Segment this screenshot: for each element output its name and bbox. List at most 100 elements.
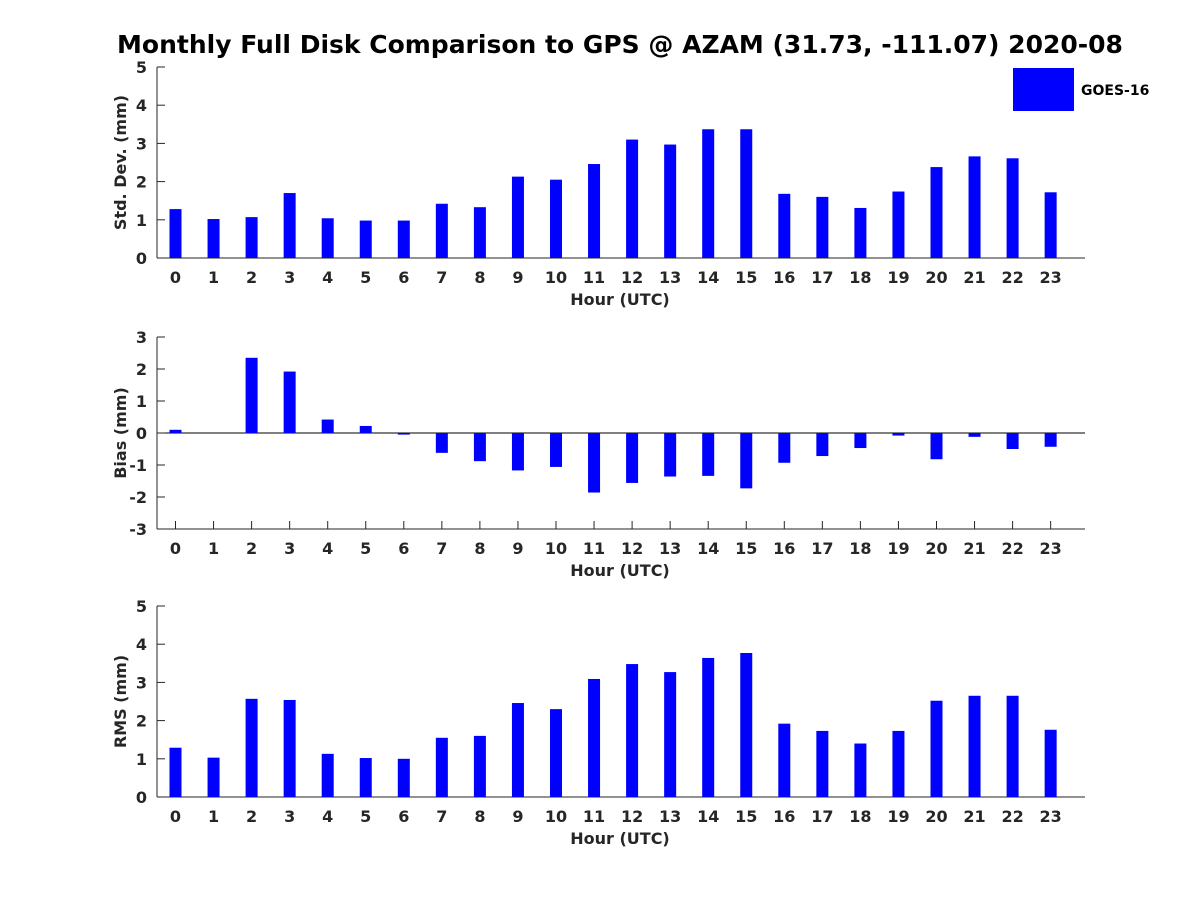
x-tick-label: 23 (1040, 807, 1062, 826)
y-tick-label: 0 (136, 788, 147, 807)
x-tick-label: 21 (963, 539, 985, 558)
bar-hour-11 (588, 164, 601, 258)
x-tick-label: 3 (284, 539, 295, 558)
bar-hour-23 (1044, 433, 1057, 447)
bar-hour-1 (207, 757, 220, 797)
x-tick-label: 22 (1001, 268, 1023, 287)
bar-hour-7 (435, 203, 448, 258)
x-tick-label: 12 (621, 807, 643, 826)
y-tick-label: 3 (136, 673, 147, 692)
x-tick-label: 15 (735, 268, 757, 287)
bar-hour-3 (283, 193, 296, 258)
x-tick-label: 0 (170, 807, 181, 826)
x-tick-label: 1 (208, 807, 219, 826)
x-tick-label: 3 (284, 268, 295, 287)
x-tick-label: 17 (811, 539, 833, 558)
bar-hour-15 (740, 433, 753, 489)
x-tick-label: 4 (322, 539, 333, 558)
bar-hour-8 (473, 433, 486, 462)
x-tick-label: 9 (512, 539, 523, 558)
y-tick-label: 5 (136, 597, 147, 616)
x-tick-label: 15 (735, 539, 757, 558)
bar-hour-11 (588, 678, 601, 797)
bar-hour-17 (816, 730, 829, 797)
x-tick-label: 20 (925, 807, 947, 826)
bar-hour-18 (854, 207, 867, 258)
x-tick-label: 7 (436, 268, 447, 287)
bar-hour-9 (511, 176, 524, 258)
bar-hour-21 (968, 433, 981, 437)
bar-hour-21 (968, 156, 981, 258)
x-tick-label: 19 (887, 807, 909, 826)
x-tick-label: 15 (735, 807, 757, 826)
bar-hour-5 (359, 425, 372, 433)
bar-hour-18 (854, 743, 867, 797)
y-axis-label: Bias (mm) (111, 387, 130, 479)
bar-hour-18 (854, 433, 867, 449)
bar-hour-13 (664, 433, 677, 477)
x-tick-label: 16 (773, 539, 795, 558)
y-tick-label: 5 (136, 58, 147, 77)
bar-hour-9 (511, 703, 524, 797)
legend-swatch-goes-16 (1013, 68, 1074, 111)
x-tick-label: 13 (659, 539, 681, 558)
x-tick-label: 8 (474, 268, 485, 287)
x-tick-label: 5 (360, 539, 371, 558)
x-tick-label: 11 (583, 268, 605, 287)
x-tick-label: 1 (208, 539, 219, 558)
bar-hour-12 (626, 139, 639, 258)
bar-hour-19 (892, 730, 905, 797)
bar-hour-6 (397, 758, 410, 797)
x-tick-label: 21 (963, 268, 985, 287)
bar-hour-7 (435, 737, 448, 797)
y-tick-label: 2 (136, 360, 147, 379)
x-tick-label: 22 (1001, 539, 1023, 558)
x-tick-label: 19 (887, 539, 909, 558)
bar-hour-15 (740, 652, 753, 797)
x-tick-label: 14 (697, 268, 719, 287)
y-tick-label: 2 (136, 712, 147, 731)
x-tick-label: 2 (246, 807, 257, 826)
bar-hour-11 (588, 433, 601, 493)
bar-hour-0 (169, 429, 182, 433)
bar-hour-3 (283, 371, 296, 433)
bar-hour-16 (778, 433, 791, 463)
x-tick-label: 9 (512, 807, 523, 826)
x-tick-label: 9 (512, 268, 523, 287)
bar-hour-9 (511, 433, 524, 471)
y-tick-label: 0 (136, 249, 147, 268)
x-tick-label: 17 (811, 268, 833, 287)
y-tick-label: 3 (136, 134, 147, 153)
x-tick-label: 13 (659, 268, 681, 287)
y-tick-label: 3 (136, 328, 147, 347)
x-tick-label: 20 (925, 539, 947, 558)
bar-hour-7 (435, 433, 448, 453)
bar-hour-4 (321, 753, 334, 797)
bar-hour-19 (892, 191, 905, 258)
x-tick-label: 8 (474, 807, 485, 826)
bar-hour-6 (397, 433, 410, 435)
bar-hour-22 (1006, 433, 1019, 449)
x-tick-label: 20 (925, 268, 947, 287)
x-tick-label: 23 (1040, 539, 1062, 558)
bar-hour-6 (397, 220, 410, 258)
x-tick-label: 11 (583, 807, 605, 826)
x-axis-label: Hour (UTC) (570, 829, 670, 848)
x-tick-label: 18 (849, 807, 871, 826)
bar-hour-8 (473, 207, 486, 258)
y-tick-label: -3 (129, 520, 147, 539)
bar-hour-22 (1006, 158, 1019, 258)
bar-hour-2 (245, 357, 258, 433)
bar-hour-10 (550, 709, 562, 797)
x-tick-label: 14 (697, 807, 719, 826)
bar-hour-12 (626, 433, 639, 483)
bar-hour-5 (359, 220, 372, 258)
x-tick-label: 1 (208, 268, 219, 287)
x-tick-label: 6 (398, 807, 409, 826)
y-tick-label: 2 (136, 173, 147, 192)
x-tick-label: 10 (545, 268, 567, 287)
